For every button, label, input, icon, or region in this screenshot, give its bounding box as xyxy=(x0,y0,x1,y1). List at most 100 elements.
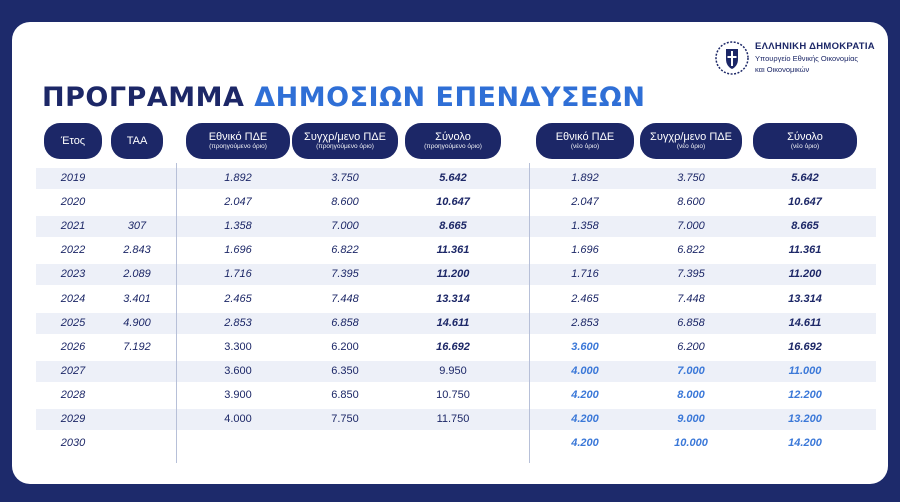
cell-new-total: 12.200 xyxy=(788,388,822,401)
cell-prev-cofunded: 6.350 xyxy=(331,364,359,377)
header-sublabel: (νέο όριο) xyxy=(790,143,820,150)
logo-name: ΕΛΛΗΝΙΚΗ ΔΗΜΟΚΡΑΤΙΑ xyxy=(755,41,875,52)
cell-new-total: 14.200 xyxy=(788,437,822,450)
cell-new-total: 11.200 xyxy=(788,268,822,281)
cell-year: 2027 xyxy=(60,364,86,377)
cell-prev-national: 3.300 xyxy=(224,340,252,353)
header-taa: ΤΑΑ xyxy=(111,123,163,159)
cell-new-national: 2.853 xyxy=(571,316,599,329)
cell-new-cofunded: 10.000 xyxy=(674,437,708,450)
cell-new-total: 10.647 xyxy=(788,196,822,209)
header-label: ΤΑΑ xyxy=(126,135,148,147)
slide-card: ΠΡΟΓΡΑΜΜΑ ΔΗΜΟΣΙΩΝ ΕΠΕΝΔΥΣΕΩΝ ΕΛΛΗΝΙΚΗ Δ… xyxy=(12,22,888,484)
cell-prev-cofunded: 7.000 xyxy=(331,220,359,233)
cell-new-national: 1.892 xyxy=(571,172,599,184)
government-logo: ΕΛΛΗΝΙΚΗ ΔΗΜΟΚΡΑΤΙΑ Υπουργείο Εθνικής Οι… xyxy=(715,39,885,79)
cell-year: 2025 xyxy=(60,316,86,329)
cell-taa: 2.843 xyxy=(123,244,151,257)
table-row-stripe xyxy=(36,360,876,382)
cell-prev-total: 16.692 xyxy=(436,340,470,353)
header-new-cofunded: Συγχρ/μενο ΠΔΕ (νέο όριο) xyxy=(640,123,742,159)
cell-prev-cofunded: 7.448 xyxy=(331,292,359,305)
cell-prev-national: 2.853 xyxy=(224,316,252,329)
cell-new-national: 4.000 xyxy=(571,364,599,377)
cell-new-cofunded: 8.600 xyxy=(677,196,705,209)
cell-taa: 2.089 xyxy=(123,268,151,281)
cell-prev-total: 11.200 xyxy=(436,268,470,281)
header-label: Συγχρ/μενο ΠΔΕ xyxy=(304,131,386,143)
cell-new-cofunded: 7.395 xyxy=(677,268,705,281)
header-label: Εθνικό ΠΔΕ xyxy=(555,131,615,143)
table-row-stripe xyxy=(36,409,876,430)
logo-ministry-line-2: και Οικονομικών xyxy=(755,65,810,74)
cell-prev-national: 1.716 xyxy=(224,268,252,281)
cell-prev-cofunded: 6.850 xyxy=(331,388,359,401)
header-prev-national: Εθνικό ΠΔΕ (προηγούμενο όριο) xyxy=(186,123,290,159)
cell-prev-cofunded: 7.750 xyxy=(331,413,359,425)
table-row-stripe xyxy=(36,312,876,334)
header-label: Εθνικό ΠΔΕ xyxy=(208,131,268,143)
table-row-stripe xyxy=(36,216,876,238)
cell-new-total: 5.642 xyxy=(791,172,819,184)
cell-year: 2021 xyxy=(60,220,86,233)
cell-taa: 307 xyxy=(127,220,147,233)
cell-new-total: 16.692 xyxy=(788,340,822,353)
cell-new-total: 11.000 xyxy=(788,364,822,377)
header-label: Σύνολο xyxy=(787,131,823,143)
cell-new-national: 2.465 xyxy=(571,292,599,305)
cell-prev-total: 14.611 xyxy=(436,316,470,329)
logo-ministry-line-1: Υπουργείο Εθνικής Οικονομίας xyxy=(755,54,859,63)
page-title: ΠΡΟΓΡΑΜΜΑ ΔΗΜΟΣΙΩΝ ΕΠΕΝΔΥΣΕΩΝ xyxy=(42,82,645,113)
title-part-1: ΠΡΟΓΡΑΜΜΑ xyxy=(42,82,245,113)
cell-new-national: 4.200 xyxy=(571,437,599,450)
cell-prev-national: 4.000 xyxy=(224,413,252,425)
header-sublabel: (προηγούμενο όριο) xyxy=(424,143,482,150)
cell-year: 2029 xyxy=(60,413,86,425)
header-label: Συγχρ/μενο ΠΔΕ xyxy=(650,131,732,143)
cell-year: 2023 xyxy=(60,268,86,281)
cell-new-cofunded: 7.448 xyxy=(677,292,705,305)
cell-prev-national: 2.465 xyxy=(224,292,252,305)
cell-new-cofunded: 6.200 xyxy=(677,340,705,353)
cell-prev-total: 9.950 xyxy=(439,364,467,377)
table-row-stripe xyxy=(36,264,876,286)
cell-year: 2028 xyxy=(60,388,86,401)
header-sublabel: (νέο όριο) xyxy=(676,143,706,150)
cell-new-national: 4.200 xyxy=(571,388,599,401)
cell-prev-national: 3.600 xyxy=(224,364,252,377)
cell-new-national: 3.600 xyxy=(571,340,599,353)
cell-prev-total: 10.647 xyxy=(436,196,470,209)
cell-new-total: 11.361 xyxy=(788,244,822,257)
cell-year: 2020 xyxy=(60,196,86,209)
cell-prev-cofunded: 8.600 xyxy=(331,196,359,209)
header-label: Σύνολο xyxy=(435,131,471,143)
cell-prev-national: 1.892 xyxy=(224,172,252,184)
cell-new-total: 8.665 xyxy=(791,220,819,233)
header-sublabel: (προηγούμενο όριο) xyxy=(209,143,267,150)
divider-taa xyxy=(176,163,177,463)
table-row-stripe xyxy=(36,168,876,189)
cell-new-national: 4.200 xyxy=(571,413,599,425)
cell-prev-cofunded: 3.750 xyxy=(331,172,359,184)
cell-new-cofunded: 6.822 xyxy=(677,244,705,257)
header-sublabel: (προηγούμενο όριο) xyxy=(316,143,374,150)
cell-new-cofunded: 7.000 xyxy=(677,364,705,377)
cell-year: 2024 xyxy=(60,292,86,305)
cell-new-total: 13.200 xyxy=(788,413,822,425)
cell-year: 2022 xyxy=(60,244,86,257)
cell-new-cofunded: 6.858 xyxy=(677,316,705,329)
cell-new-national: 1.696 xyxy=(571,244,599,257)
cell-year: 2030 xyxy=(60,437,86,450)
cell-prev-cofunded: 6.858 xyxy=(331,316,359,329)
cell-prev-total: 8.665 xyxy=(439,220,467,233)
cell-prev-cofunded: 7.395 xyxy=(331,268,359,281)
cell-new-total: 14.611 xyxy=(788,316,822,329)
cell-prev-national: 2.047 xyxy=(224,196,252,209)
cell-new-national: 2.047 xyxy=(571,196,599,209)
cell-prev-cofunded: 6.822 xyxy=(331,244,359,257)
header-label: Έτος xyxy=(60,135,86,147)
cell-new-cofunded: 7.000 xyxy=(677,220,705,233)
cell-prev-national: 1.696 xyxy=(224,244,252,257)
cell-prev-national: 1.358 xyxy=(224,220,252,233)
divider-new-limit xyxy=(529,163,530,463)
